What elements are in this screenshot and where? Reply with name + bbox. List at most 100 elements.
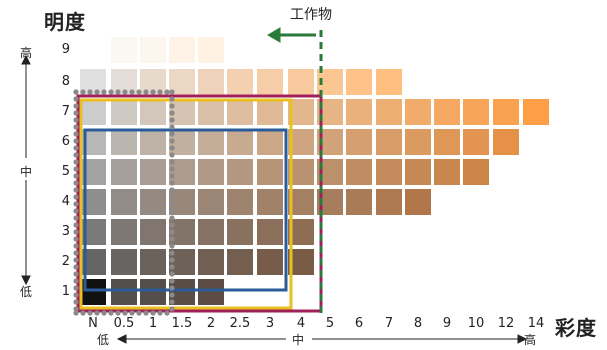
boundary-dot [73,299,79,305]
color-chip [111,159,137,185]
boundary-dot [73,131,79,137]
boundary-dot [73,208,79,214]
color-chip [111,129,137,155]
color-chip [257,219,283,245]
chroma-tick-3: 3 [265,316,275,331]
yellow-range-frame [79,98,293,310]
boundary-dot [169,194,175,200]
boundary-dot [169,103,175,109]
color-chip [405,129,431,155]
boundary-dot [73,138,79,144]
boundary-dot [143,310,149,316]
color-chip [257,159,283,185]
boundary-dot [73,229,79,235]
value-tick-6: 6 [61,134,70,149]
color-chip [257,69,283,95]
boundary-dot [73,278,79,284]
boundary-dot [73,306,79,312]
chroma-axis-title: 彩度 [555,316,597,340]
blue-range-frame [83,128,288,292]
color-chip [434,159,460,185]
boundary-dot [73,89,79,95]
boundary-dot [122,89,128,95]
boundary-dot [115,310,121,316]
boundary-dot [169,278,175,284]
value-tick-1: 1 [61,284,70,299]
color-chip [140,99,166,125]
boundary-dot [169,306,175,312]
boundary-dot [164,89,170,95]
color-swatch-grid [80,37,549,305]
boundary-dot [73,180,79,186]
color-chip [523,99,549,125]
color-chip [140,189,166,215]
color-chip [227,99,253,125]
chroma-tick-1-5: 1.5 [171,316,193,331]
color-chip [198,279,224,305]
color-chip [140,249,166,275]
chroma-tick-2-5: 2.5 [229,316,251,331]
color-chip [198,189,224,215]
boundary-dot [169,299,175,305]
color-chip [376,69,402,95]
boundary-dot [73,173,79,179]
color-chip [227,189,253,215]
boundary-dot [129,89,135,95]
boundary-dot [73,292,79,298]
boundary-dot [73,110,79,116]
boundary-dot [80,310,86,316]
color-chip [463,99,489,125]
boundary-dot [169,215,175,221]
boundary-dot [169,138,175,144]
color-chip [111,189,137,215]
boundary-dot [73,222,79,228]
color-chip [198,219,224,245]
color-chip [257,99,283,125]
color-chip [346,129,372,155]
boundary-dot [73,201,79,207]
color-chip [434,99,460,125]
value-axis-arrow [21,54,31,286]
color-chip [111,99,137,125]
value-tick-9: 9 [61,42,70,57]
boundary-dot [108,89,114,95]
color-chip [140,37,166,63]
boundary-dot [73,243,79,249]
boundary-dot [169,264,175,270]
chroma-tick-1: 1 [148,316,158,331]
chroma-tick-6: 6 [354,316,364,331]
color-chip [140,279,166,305]
boundary-dot [87,89,93,95]
boundary-dot [169,166,175,172]
boundary-dot [73,145,79,151]
boundary-dot [157,310,163,316]
color-chip [346,99,372,125]
boundary-dot [169,89,175,95]
boundary-dot [101,310,107,316]
boundary-dot [73,159,79,165]
boundary-dot [169,285,175,291]
chroma-tick-N: N [88,316,98,331]
boundary-dot [115,89,121,95]
color-chip [463,129,489,155]
color-chip [198,159,224,185]
boundary-dot [164,310,170,316]
chroma-tick-5: 5 [325,316,335,331]
boundary-dot [136,89,142,95]
boundary-dot [157,89,163,95]
color-chip [346,189,372,215]
boundary-dot [169,208,175,214]
color-chip [376,189,402,215]
color-chip [405,189,431,215]
chroma-tick-9: 9 [442,316,452,331]
color-chip [288,69,314,95]
boundary-dot [169,271,175,277]
chroma-tick-14: 14 [527,316,545,331]
boundary-dot [73,166,79,172]
boundary-dot [169,152,175,158]
value-tick-3: 3 [61,224,70,239]
boundary-dot [169,257,175,263]
value-tick-4: 4 [61,194,70,209]
boundary-dot [169,180,175,186]
